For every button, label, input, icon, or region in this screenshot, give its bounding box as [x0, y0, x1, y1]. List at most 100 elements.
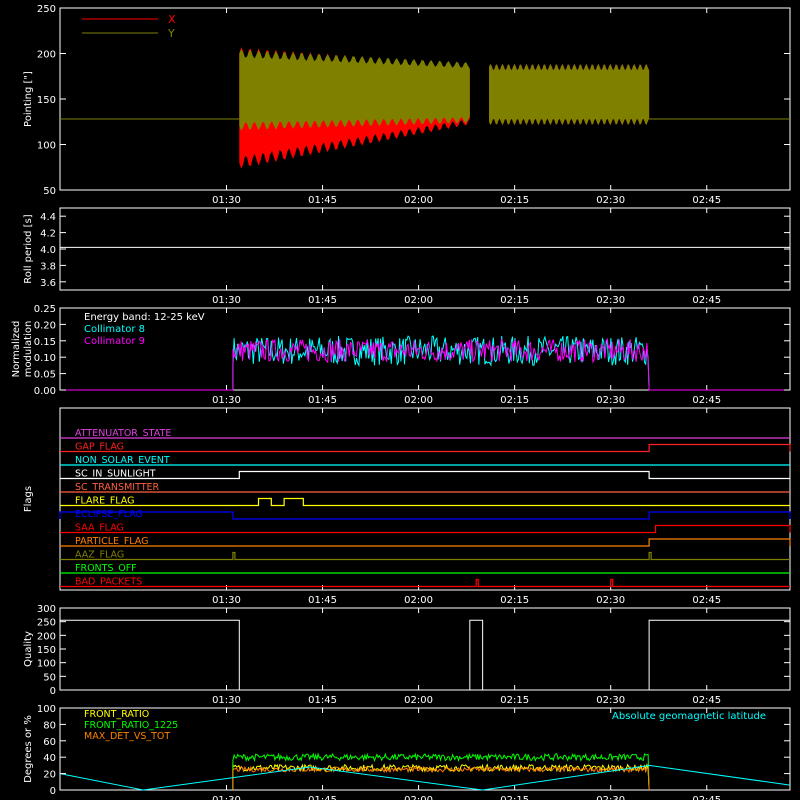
ratios-legend-label: FRONT_RATIO_1225 [84, 720, 178, 731]
ratios-series-max_det_vs_tot [232, 765, 650, 791]
ratios-ytick-label: 20 [43, 770, 56, 781]
quality-xtick-label: 02:30 [596, 695, 625, 706]
quality-ytick-label: 0 [50, 686, 56, 697]
flag-line [59, 511, 791, 520]
pointing-ytick-label: 150 [37, 95, 56, 106]
flags-xtick-label: 01:45 [308, 595, 337, 606]
modulation-legend-label: Collimator 8 [84, 324, 145, 335]
pointing-ytick-label: 50 [43, 186, 56, 197]
flag-label: NON_SOLAR_EVENT [75, 455, 170, 466]
ratios-legend-label: MAX_DET_VS_TOT [84, 731, 170, 742]
roll-frame [59, 207, 791, 291]
pointing-xtick-label: 02:00 [404, 195, 433, 206]
flag-line [60, 578, 790, 588]
modulation-ytick-label: 0.10 [34, 353, 56, 364]
quality-ytick-label: 200 [37, 631, 56, 642]
pointing-ytick-label: 200 [37, 50, 56, 61]
flag-label: BAD_PACKETS [75, 577, 142, 588]
roll-xtick-label: 01:45 [308, 295, 337, 306]
flags-xtick-label: 02:00 [404, 595, 433, 606]
pointing-xtick-label: 02:45 [692, 195, 721, 206]
modulation-frame [59, 307, 791, 391]
ratios-series-front_ratio_1225 [232, 752, 650, 791]
modulation-ylabel: modulation [23, 321, 34, 378]
pointing-legend-label: X [168, 13, 176, 26]
quality-ytick-label: 250 [37, 618, 56, 629]
pointing-xtick-label: 02:15 [500, 195, 529, 206]
flag-label: PARTICLE_FLAG [75, 536, 148, 547]
quality-xtick-label: 01:30 [212, 695, 241, 706]
flag-label: ECLIPSE_FLAG [75, 509, 143, 520]
modulation-xtick-label: 01:30 [212, 395, 241, 406]
quality-ytick-label: 300 [37, 604, 56, 615]
ratios-xtick-label: 01:45 [308, 795, 337, 800]
modulation-ytick-label: 0.20 [34, 320, 56, 331]
quality-xtick-label: 02:00 [404, 695, 433, 706]
flag-label: FLARE_FLAG [75, 496, 135, 507]
quality-ytick-label: 50 [43, 672, 56, 683]
ratios-series-geolat [59, 764, 791, 791]
roll-xtick-label: 02:15 [500, 295, 529, 306]
ratios-ytick-label: 40 [43, 753, 56, 764]
flag-line [60, 551, 790, 561]
roll-ytick-label: 4.4 [40, 212, 56, 223]
quality-ytick-label: 100 [37, 659, 56, 670]
roll-xtick-label: 02:30 [596, 295, 625, 306]
ratios-legend-right: Absolute geomagnetic latitude [612, 711, 766, 722]
flag-label: SAA_FLAG [75, 523, 124, 534]
ratios-ylabel: Degrees or % [23, 715, 34, 783]
modulation-annotation: Energy band: 12-25 keV [84, 312, 205, 323]
quality-ylabel: Quality [23, 631, 34, 667]
modulation-ytick-label: 0.05 [34, 370, 56, 381]
roll-xtick-label: 01:30 [212, 295, 241, 306]
flag-line [60, 524, 791, 534]
roll-xtick-label: 02:00 [404, 295, 433, 306]
flag-label: AAZ_FLAG [75, 550, 124, 561]
roll-xtick-label: 02:45 [692, 295, 721, 306]
ratios-ytick-label: 0 [50, 786, 56, 797]
pointing-legend-label: Y [167, 27, 175, 40]
ratios-xtick-label: 02:45 [692, 795, 721, 800]
flag-label: ATTENUATOR_STATE [75, 428, 171, 439]
ratios-xtick-label: 02:15 [500, 795, 529, 800]
pointing-ytick-label: 100 [37, 141, 56, 152]
modulation-xtick-label: 02:45 [692, 395, 721, 406]
pointing-ytick-label: 250 [37, 4, 56, 15]
modulation-ytick-label: 0.00 [34, 386, 56, 397]
flag-line [60, 538, 791, 547]
flags-xtick-label: 01:30 [212, 595, 241, 606]
flag-label: SC_IN_SUNLIGHT [75, 469, 156, 480]
modulation-xtick-label: 02:00 [404, 395, 433, 406]
flag-line [60, 497, 790, 507]
ratios-legend-label: FRONT_RATIO [84, 709, 149, 720]
modulation-ylabel: Normalized [11, 321, 22, 378]
roll-ytick-label: 3.8 [40, 261, 56, 272]
modulation-legend-label: Collimator 9 [84, 336, 145, 347]
pointing-ylabel: Pointing ["] [23, 71, 34, 127]
flag-label: GAP_FLAG [75, 442, 124, 453]
quality-ytick-label: 150 [37, 645, 56, 656]
roll-ytick-label: 4.2 [40, 229, 56, 240]
modulation-ytick-label: 0.15 [34, 337, 56, 348]
quality-xtick-label: 02:15 [500, 695, 529, 706]
flag-label: SC_TRANSMITTER [75, 482, 160, 493]
pointing-xtick-label: 01:30 [212, 195, 241, 206]
ratios-xtick-label: 01:30 [212, 795, 241, 800]
modulation-xtick-label: 01:45 [308, 395, 337, 406]
modulation-xtick-label: 02:15 [500, 395, 529, 406]
pointing-xtick-label: 01:45 [308, 195, 337, 206]
flag-line [60, 470, 790, 480]
modulation-series-9 [60, 337, 790, 391]
quality-xtick-label: 01:45 [308, 695, 337, 706]
flags-xtick-label: 02:15 [500, 595, 529, 606]
flags-xtick-label: 02:45 [692, 595, 721, 606]
ratios-xtick-label: 02:00 [404, 795, 433, 800]
quality-series-line [60, 619, 790, 691]
flags-ylabel: Flags [23, 486, 34, 512]
roll-ylabel: Roll period [s] [23, 214, 34, 283]
quality-xtick-label: 02:45 [692, 695, 721, 706]
ratios-ytick-label: 60 [43, 737, 56, 748]
ratios-frame [59, 707, 791, 791]
roll-ytick-label: 4.0 [40, 245, 56, 256]
pointing-series-y [489, 63, 650, 126]
